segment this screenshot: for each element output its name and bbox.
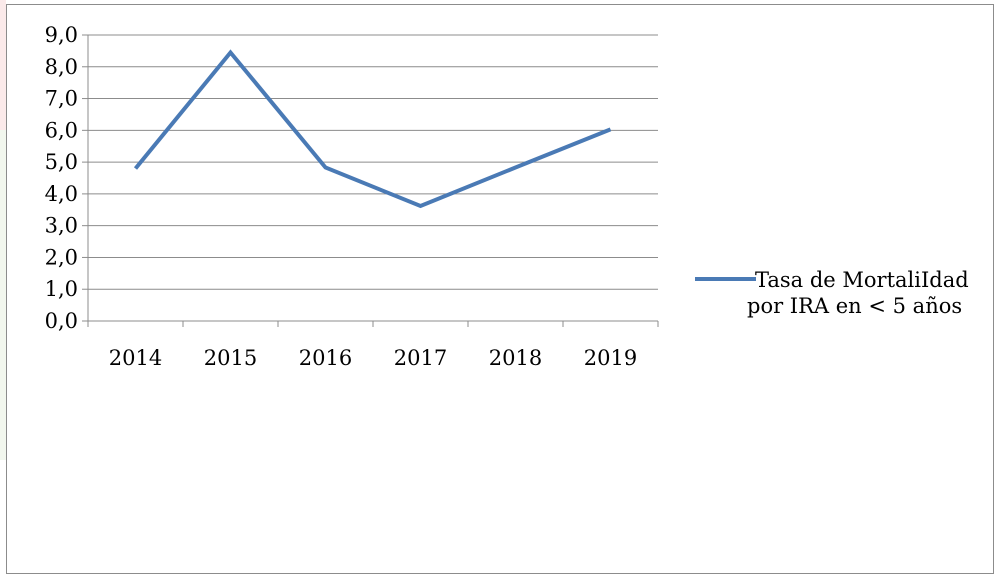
y-tick-label: 5,0 (45, 150, 78, 174)
grid-lines (88, 35, 658, 289)
x-tick-label: 2015 (204, 346, 257, 370)
series-line-0 (136, 53, 611, 207)
axes (82, 35, 658, 327)
y-tick-label: 1,0 (45, 277, 78, 301)
x-tick-label: 2017 (394, 346, 447, 370)
x-tick-label: 2018 (489, 346, 542, 370)
legend-label-line-2: por IRA en < 5 años (747, 294, 962, 318)
series-lines (135, 52, 610, 206)
legend-label-line-1: Tasa de MortaliIdad (755, 268, 969, 292)
y-tick-label: 9,0 (45, 23, 78, 47)
y-tick-labels: 0,0 1,0 2,0 3,0 4,0 5,0 6,0 7,0 8,0 9,0 (45, 23, 78, 333)
x-tick-label: 2016 (299, 346, 352, 370)
y-tick-label: 6,0 (45, 118, 78, 142)
x-tick-labels: 2014 2015 2016 2017 2018 2019 (109, 346, 637, 370)
x-tick-label: 2019 (584, 346, 637, 370)
y-tick-label: 2,0 (45, 245, 78, 269)
legend: Tasa de MortaliIdad por IRA en < 5 años (695, 268, 969, 318)
y-tick-label: 4,0 (45, 182, 78, 206)
y-tick-label: 3,0 (45, 214, 78, 238)
x-tick-label: 2014 (109, 346, 162, 370)
y-tick-label: 7,0 (45, 87, 78, 111)
y-tick-label: 8,0 (45, 55, 78, 79)
y-tick-label: 0,0 (45, 309, 78, 333)
